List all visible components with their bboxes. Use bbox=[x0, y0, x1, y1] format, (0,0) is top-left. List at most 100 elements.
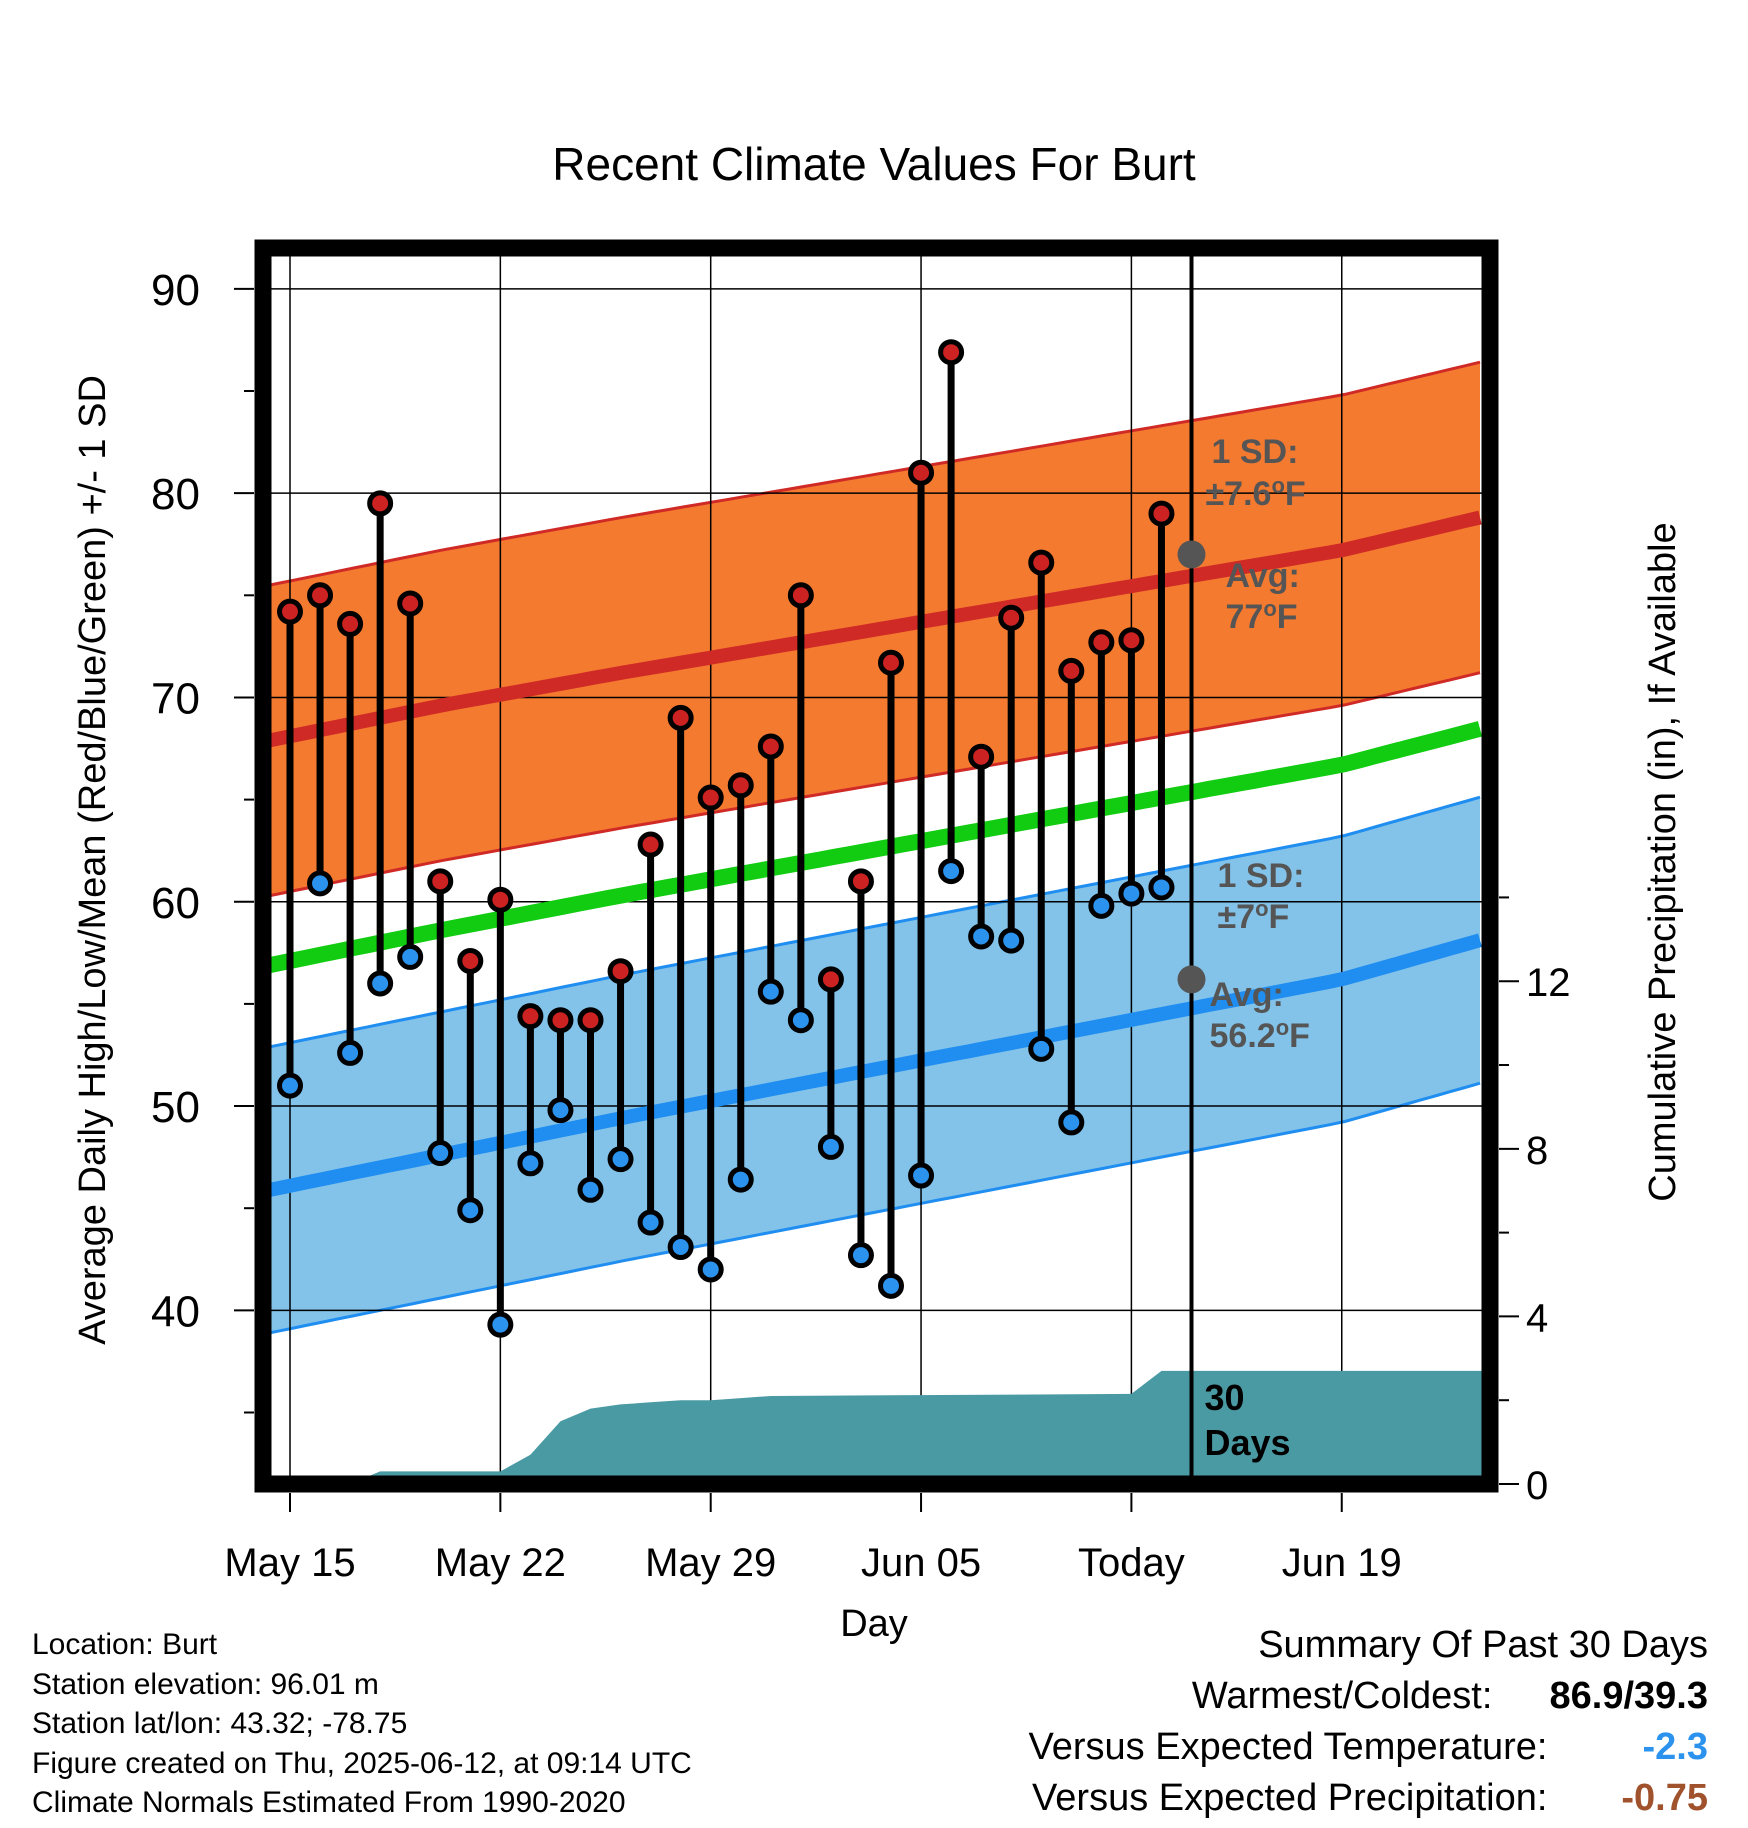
high-upper-sd-line bbox=[263, 360, 1481, 588]
precip-value: -0.75 bbox=[1621, 1777, 1708, 1819]
daily-high-point bbox=[968, 743, 995, 770]
y2-axis-label: Cumulative Precipitation (in), If Availa… bbox=[1642, 522, 1684, 1201]
warm-cold-value: 86.9/39.3 bbox=[1549, 1675, 1708, 1717]
y2-tick-label: 0 bbox=[1526, 1464, 1548, 1508]
summary-warm-cold: Warmest/Coldest: 86.9/39.3 bbox=[1029, 1671, 1708, 1722]
y-tick-label: 50 bbox=[151, 1083, 200, 1132]
daily-low-point bbox=[938, 858, 965, 885]
daily-low-point bbox=[998, 927, 1025, 954]
x-tick-label: May 29 bbox=[645, 1541, 776, 1585]
summary-title: Summary Of Past 30 Days bbox=[1258, 1624, 1708, 1666]
daily-high-point bbox=[727, 772, 754, 799]
normal-high-line bbox=[263, 510, 1482, 749]
summary-temp: Versus Expected Temperature: -2.3 bbox=[1029, 1722, 1708, 1773]
warm-cold-label: Warmest/Coldest: bbox=[1191, 1675, 1493, 1717]
daily-low-point bbox=[637, 1209, 664, 1236]
daily-low-point bbox=[757, 978, 784, 1005]
daily-low-point bbox=[847, 1242, 874, 1269]
daily-high-point bbox=[667, 704, 694, 731]
created-text: Figure created on Thu, 2025-06-12, at 09… bbox=[32, 1746, 692, 1780]
station-info: Location: Burt Station elevation: 96.01 … bbox=[32, 1625, 692, 1823]
x-tick-label: May 22 bbox=[435, 1541, 566, 1585]
normal-low-line bbox=[263, 933, 1482, 1199]
today-low-normal-point bbox=[1177, 965, 1206, 994]
normals-text: Climate Normals Estimated From 1990-2020 bbox=[32, 1786, 626, 1819]
daily-low-point bbox=[787, 1007, 814, 1034]
y-tick-label: 60 bbox=[151, 879, 200, 928]
y2-tick-label: 4 bbox=[1526, 1296, 1548, 1340]
x-tick-label: May 15 bbox=[224, 1541, 355, 1585]
daily-high-point bbox=[547, 1007, 574, 1034]
precip-label: Versus Expected Precipitation: bbox=[1032, 1777, 1548, 1819]
y-axis-label: Average Daily High/Low/Mean (Red/Blue/Gr… bbox=[72, 375, 114, 1345]
daily-high-point bbox=[427, 868, 454, 895]
y-tick-label: 40 bbox=[151, 1287, 200, 1336]
low-avg-value: 56.2oF bbox=[1210, 1015, 1310, 1055]
daily-high-point bbox=[998, 604, 1025, 631]
temp-value: -2.3 bbox=[1642, 1726, 1708, 1768]
x-tick-label: Today bbox=[1078, 1541, 1185, 1585]
daily-high-point bbox=[787, 582, 814, 609]
daily-low-point bbox=[1118, 880, 1145, 907]
x-tick-label: Jun 19 bbox=[1282, 1541, 1402, 1585]
daily-low-point bbox=[577, 1176, 604, 1203]
high-sd-value: ±7.6oF bbox=[1206, 473, 1306, 513]
daily-low-point bbox=[307, 870, 334, 897]
low-upper-sd-line bbox=[263, 795, 1481, 1050]
low-sd-value: ±7oF bbox=[1218, 896, 1290, 936]
daily-low-point bbox=[367, 970, 394, 997]
daily-low-point bbox=[667, 1234, 694, 1261]
daily-high-point bbox=[757, 733, 784, 760]
daily-high-point bbox=[457, 947, 484, 974]
daily-low-point bbox=[968, 923, 995, 950]
today-high-normal-point bbox=[1177, 540, 1206, 569]
high-sd-label: 1 SD: bbox=[1212, 433, 1299, 471]
daily-low-point bbox=[427, 1140, 454, 1167]
daily-high-point bbox=[637, 831, 664, 858]
high-lower-sd-line bbox=[263, 671, 1481, 899]
y-tick-label: 70 bbox=[151, 674, 200, 723]
y-tick-label: 80 bbox=[151, 470, 200, 519]
daily-high-point bbox=[577, 1007, 604, 1034]
daily-high-point bbox=[277, 598, 303, 625]
daily-low-point bbox=[517, 1150, 544, 1177]
daily-low-point bbox=[727, 1166, 754, 1193]
summary-precip: Versus Expected Precipitation: -0.75 bbox=[1029, 1773, 1708, 1824]
daily-high-point bbox=[517, 1003, 544, 1030]
daily-high-point bbox=[878, 649, 904, 676]
daily-low-point bbox=[697, 1256, 724, 1283]
daily-high-point bbox=[1118, 627, 1145, 654]
daily-low-point bbox=[607, 1146, 634, 1173]
high-avg-value: 77oF bbox=[1226, 596, 1298, 636]
high-avg-label: Avg: bbox=[1226, 557, 1300, 595]
daily-high-point bbox=[847, 868, 874, 895]
daily-high-point bbox=[1058, 657, 1085, 684]
low-avg-label: Avg: bbox=[1210, 976, 1284, 1014]
daily-high-point bbox=[697, 784, 724, 811]
daily-low-point bbox=[908, 1162, 935, 1189]
x-axis-label: Day bbox=[840, 1603, 908, 1645]
daily-high-point bbox=[1088, 629, 1115, 656]
daily-high-point bbox=[487, 886, 514, 913]
location-text: Location: Burt bbox=[32, 1628, 218, 1661]
daily-low-point bbox=[397, 943, 424, 970]
y2-tick-label: 8 bbox=[1526, 1129, 1548, 1173]
low-sd-label: 1 SD: bbox=[1218, 857, 1305, 895]
summary-panel: Summary Of Past 30 Days Warmest/Coldest:… bbox=[1029, 1620, 1708, 1824]
x-tick-label: Jun 05 bbox=[861, 1541, 981, 1585]
daily-low-point bbox=[878, 1272, 904, 1299]
daily-low-point bbox=[547, 1097, 574, 1124]
daily-low-point bbox=[457, 1197, 484, 1224]
y2-tick-label: 12 bbox=[1526, 961, 1571, 1005]
daily-low-point bbox=[817, 1133, 844, 1160]
elevation-text: Station elevation: 96.01 m bbox=[32, 1667, 379, 1701]
normal-mean-line bbox=[263, 721, 1483, 975]
daily-low-point bbox=[277, 1072, 303, 1099]
daily-high-point bbox=[307, 582, 334, 609]
daily-low-point bbox=[1028, 1035, 1055, 1062]
daily-low-point bbox=[487, 1311, 514, 1338]
daily-low-point bbox=[1148, 874, 1175, 901]
period-unit-label: Days bbox=[1205, 1422, 1291, 1463]
daily-high-point bbox=[817, 966, 844, 993]
daily-low-point bbox=[337, 1039, 364, 1066]
